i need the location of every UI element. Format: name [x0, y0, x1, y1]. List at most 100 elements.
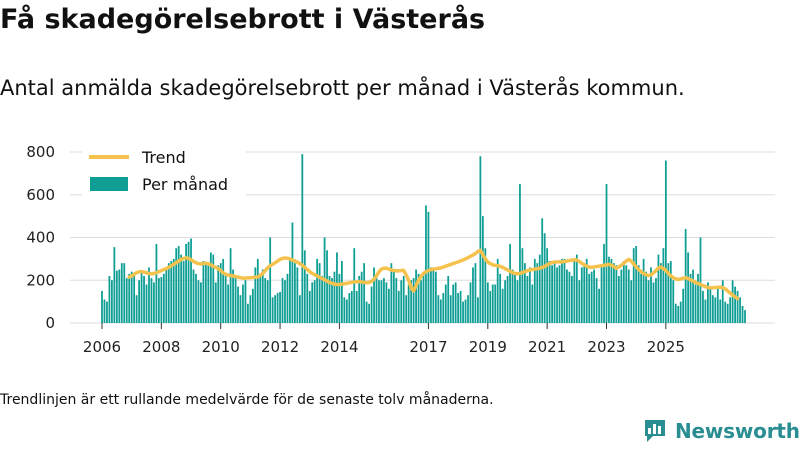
bar	[650, 267, 652, 323]
bar	[343, 297, 346, 323]
bar	[561, 258, 563, 324]
legend-bars-swatch	[90, 177, 128, 191]
bar	[222, 258, 225, 324]
bar	[400, 280, 403, 323]
brand-logo[interactable]: Newsworthy	[643, 418, 800, 444]
bar	[642, 258, 645, 324]
bar	[494, 284, 497, 323]
bar	[679, 301, 682, 324]
bar	[595, 278, 598, 323]
bar	[711, 295, 714, 323]
x-tick-label: 2008	[142, 338, 180, 356]
y-tick-label: 600	[26, 186, 55, 204]
bar	[311, 282, 314, 323]
bar	[630, 280, 633, 323]
bar	[167, 263, 170, 323]
bar	[647, 280, 650, 323]
chart-subtitle: Antal anmälda skadegörelsebrott per måna…	[0, 76, 685, 100]
bar	[355, 290, 358, 323]
bar	[385, 282, 388, 323]
bar	[585, 258, 588, 324]
bar	[390, 263, 393, 323]
monthly-bars	[101, 154, 746, 324]
bar	[509, 243, 511, 323]
y-axis-ticks: 0 200 400 600 800	[26, 143, 55, 332]
bar	[729, 297, 732, 323]
bar	[694, 284, 697, 323]
bar	[439, 299, 442, 323]
bar	[605, 184, 608, 323]
bar	[726, 303, 729, 323]
bar	[143, 275, 145, 323]
trend-line	[127, 248, 740, 301]
bar	[444, 284, 447, 323]
bar	[664, 160, 667, 323]
bar	[175, 248, 178, 323]
bar	[249, 295, 252, 323]
bar	[434, 271, 437, 323]
bar	[548, 261, 551, 323]
bar	[237, 286, 239, 323]
bar	[467, 295, 469, 323]
bar	[719, 299, 722, 323]
bar	[632, 248, 635, 323]
bar	[180, 254, 183, 323]
bar	[514, 273, 516, 323]
bar	[331, 278, 333, 323]
bar	[687, 252, 690, 323]
bar	[271, 297, 274, 323]
bar	[682, 288, 685, 323]
bar	[662, 248, 665, 323]
bar	[617, 275, 620, 323]
bar	[306, 273, 309, 323]
bar	[551, 265, 553, 323]
bar	[200, 282, 202, 323]
bar	[162, 273, 165, 323]
bar	[553, 263, 556, 323]
bar	[145, 284, 148, 323]
bar	[511, 269, 514, 323]
bar	[613, 263, 615, 323]
bar	[452, 284, 455, 323]
bar	[197, 280, 200, 323]
bar	[115, 270, 118, 323]
bar	[420, 280, 422, 323]
bar	[697, 273, 699, 323]
bar	[640, 273, 643, 323]
bar	[652, 282, 655, 323]
bar	[358, 275, 361, 323]
bar	[593, 269, 596, 323]
bar	[533, 258, 536, 324]
bar	[234, 275, 237, 323]
bar	[622, 261, 625, 323]
bar	[739, 297, 741, 323]
bar	[724, 301, 727, 324]
bar	[489, 290, 492, 323]
bar	[702, 290, 704, 323]
bar	[570, 275, 573, 323]
bar	[217, 265, 220, 323]
bar	[229, 248, 232, 323]
bar	[242, 284, 244, 323]
bar	[464, 299, 467, 323]
bar	[133, 275, 136, 323]
bar	[677, 305, 680, 323]
bar	[519, 184, 521, 323]
bar	[368, 303, 370, 323]
bar	[150, 278, 153, 323]
bar	[506, 275, 509, 323]
bar	[526, 275, 529, 323]
legend-background	[82, 143, 246, 201]
bar	[704, 299, 707, 323]
bar	[365, 301, 368, 324]
legend-bars-label: Per månad	[142, 175, 228, 194]
bar	[412, 278, 415, 323]
bar	[153, 282, 155, 323]
bar	[610, 258, 613, 324]
bar	[120, 263, 123, 323]
bar	[716, 288, 719, 323]
bar	[328, 275, 331, 323]
bar	[247, 303, 249, 323]
bar	[437, 295, 440, 323]
